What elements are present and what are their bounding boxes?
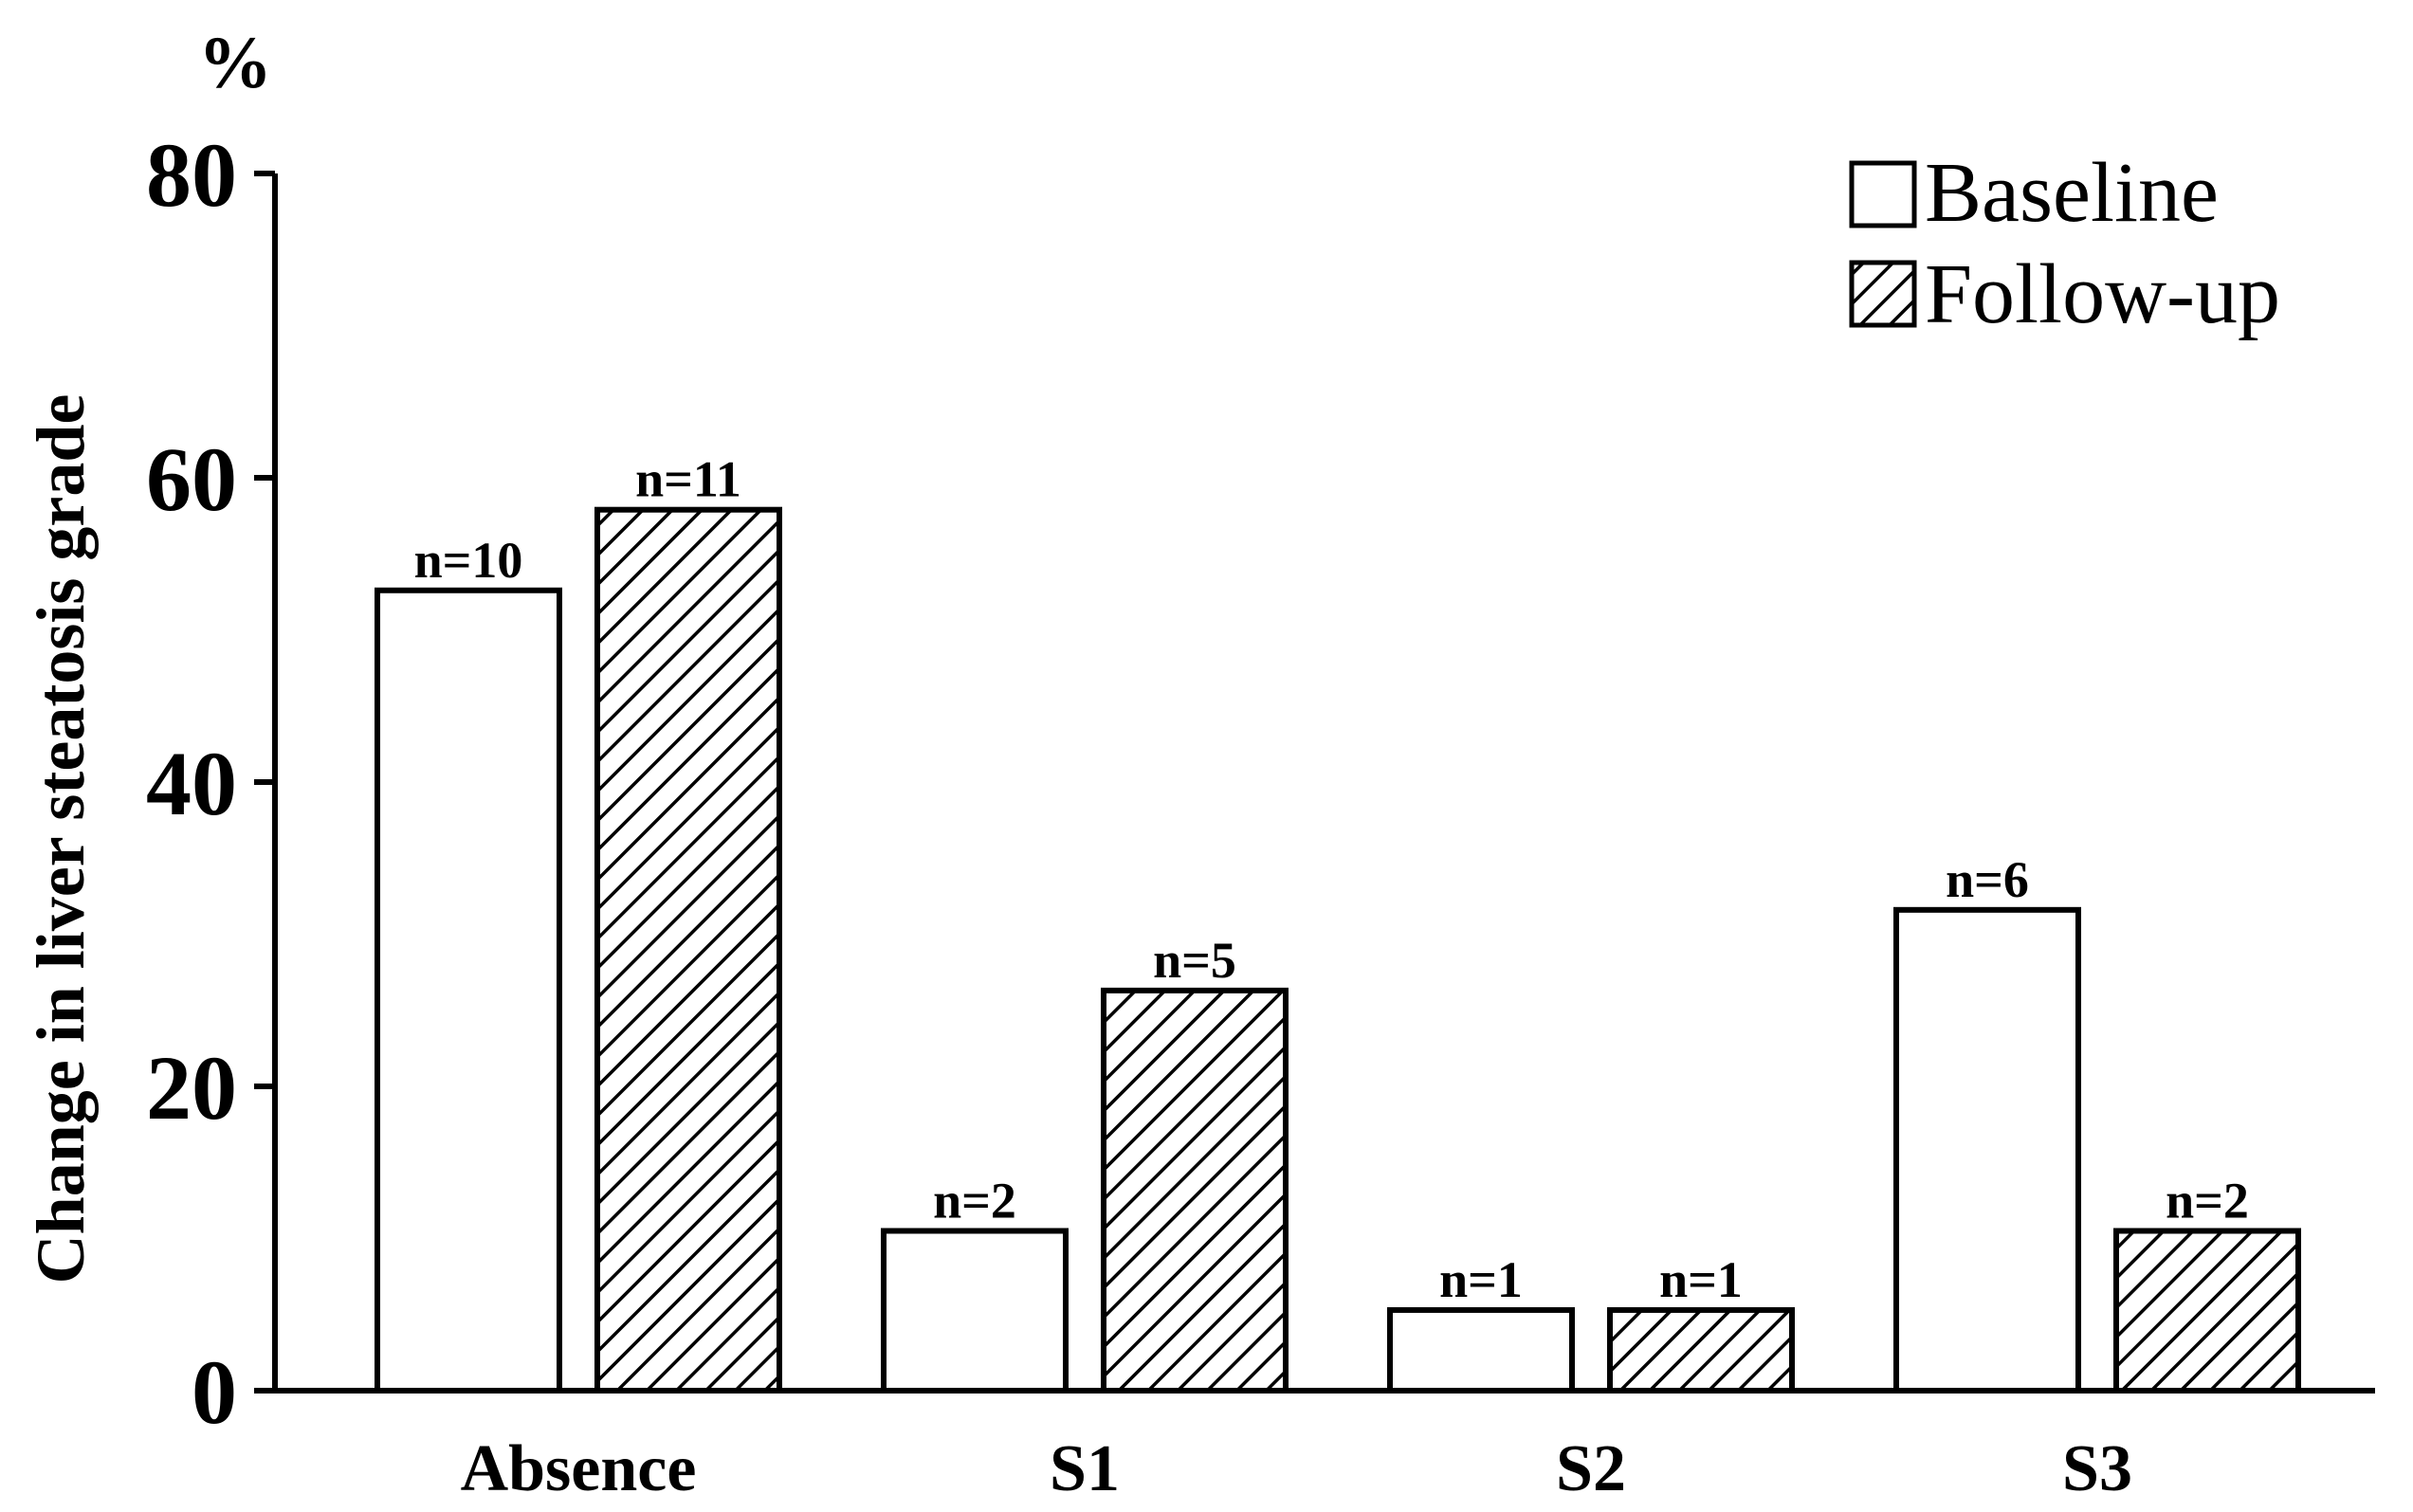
data-label: n=1 — [1439, 1251, 1523, 1308]
y-tick-label: 60 — [146, 428, 237, 530]
y-tick-label: 0 — [192, 1341, 237, 1443]
bar-follow-up-absence — [594, 506, 782, 1394]
legend-swatch-baseline — [1849, 160, 1917, 228]
y-tick-label: 80 — [146, 124, 237, 226]
y-unit-label: % — [198, 21, 272, 103]
bar-baseline-s3 — [1893, 906, 2081, 1394]
x-tick-label: Absence — [461, 1432, 697, 1505]
y-axis-ticks: 0 20 40 60 80 — [146, 124, 275, 1443]
legend-swatch-follow-up — [1849, 260, 1917, 328]
data-label: n=2 — [933, 1172, 1016, 1229]
x-tick-label: S2 — [1556, 1432, 1626, 1505]
y-axis-label: Change in liver steatosis grade — [23, 394, 99, 1284]
y-tick-label: 40 — [146, 733, 237, 834]
x-tick-label: S1 — [1050, 1432, 1120, 1505]
data-label: n=5 — [1153, 932, 1236, 989]
legend-label-follow-up: Follow-up — [1925, 247, 2280, 341]
data-label: n=10 — [414, 532, 523, 589]
bar-baseline-s1 — [881, 1228, 1069, 1394]
data-label: n=1 — [1659, 1251, 1743, 1308]
bar-follow-up-s2 — [1607, 1306, 1795, 1394]
bar-follow-up-s1 — [1101, 987, 1289, 1394]
x-tick-label: S3 — [2062, 1432, 2132, 1505]
y-tick-label: 20 — [146, 1037, 237, 1139]
legend: Baseline Follow-up — [1849, 146, 2280, 341]
x-axis-ticks: Absence S1 S2 S3 — [461, 1432, 2132, 1505]
bar-follow-up-s3 — [2113, 1228, 2301, 1394]
data-label: n=6 — [1946, 851, 2029, 908]
bar-baseline-absence — [375, 587, 562, 1394]
data-label: n=11 — [635, 451, 741, 508]
data-labels: n=10 n=11 n=2 n=5 n=1 n=1 n=6 n=2 — [414, 451, 2249, 1308]
data-label: n=2 — [2166, 1172, 2249, 1229]
legend-label-baseline: Baseline — [1925, 146, 2219, 240]
bars — [375, 506, 2301, 1394]
bar-baseline-s2 — [1387, 1306, 1575, 1394]
